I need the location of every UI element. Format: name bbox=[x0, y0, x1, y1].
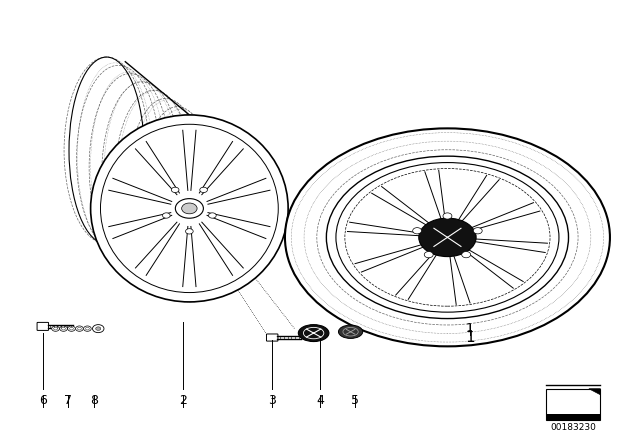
Text: 7: 7 bbox=[64, 393, 72, 406]
Text: 6: 6 bbox=[39, 393, 47, 406]
Circle shape bbox=[163, 213, 170, 218]
Ellipse shape bbox=[91, 115, 288, 302]
Text: 3: 3 bbox=[268, 393, 276, 406]
Circle shape bbox=[175, 198, 204, 218]
Circle shape bbox=[209, 213, 216, 218]
Circle shape bbox=[424, 251, 433, 258]
Ellipse shape bbox=[419, 218, 476, 257]
Circle shape bbox=[93, 325, 104, 332]
Text: 1: 1 bbox=[465, 330, 474, 345]
Circle shape bbox=[70, 327, 74, 330]
Text: 00183230: 00183230 bbox=[550, 423, 596, 432]
Text: 1: 1 bbox=[466, 322, 474, 335]
Text: 2: 2 bbox=[179, 393, 187, 406]
Ellipse shape bbox=[339, 325, 363, 338]
Circle shape bbox=[54, 327, 58, 330]
Circle shape bbox=[60, 326, 67, 332]
Bar bbox=[546, 389, 600, 420]
Circle shape bbox=[461, 251, 470, 258]
Circle shape bbox=[84, 326, 92, 332]
Ellipse shape bbox=[326, 156, 568, 319]
FancyBboxPatch shape bbox=[37, 323, 49, 331]
Ellipse shape bbox=[336, 163, 559, 312]
Text: 4: 4 bbox=[316, 393, 324, 406]
Circle shape bbox=[172, 187, 179, 193]
Circle shape bbox=[61, 327, 65, 330]
FancyBboxPatch shape bbox=[266, 334, 278, 341]
Circle shape bbox=[77, 327, 81, 330]
Circle shape bbox=[186, 228, 193, 234]
Bar bbox=[546, 414, 600, 420]
Circle shape bbox=[182, 203, 197, 214]
Text: 8: 8 bbox=[90, 393, 98, 406]
Circle shape bbox=[474, 228, 482, 234]
Circle shape bbox=[96, 327, 100, 331]
Circle shape bbox=[86, 327, 90, 330]
Polygon shape bbox=[589, 389, 600, 395]
Circle shape bbox=[443, 213, 452, 219]
Circle shape bbox=[52, 326, 60, 332]
Text: 5: 5 bbox=[351, 393, 359, 406]
Ellipse shape bbox=[285, 129, 610, 346]
Circle shape bbox=[76, 326, 83, 332]
Circle shape bbox=[413, 228, 422, 234]
Circle shape bbox=[68, 326, 76, 332]
Ellipse shape bbox=[298, 325, 329, 341]
Circle shape bbox=[200, 187, 207, 193]
